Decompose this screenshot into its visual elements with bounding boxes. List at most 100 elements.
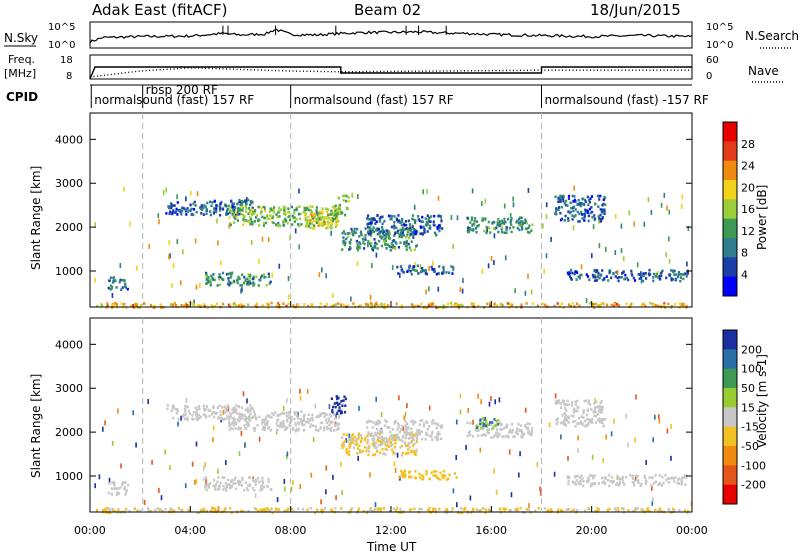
echo-cell bbox=[408, 236, 411, 240]
echo-cell bbox=[220, 417, 223, 421]
echo-cell bbox=[603, 209, 606, 213]
echo-cell bbox=[325, 418, 328, 422]
echo-cell bbox=[384, 443, 387, 446]
echo-cell bbox=[279, 224, 282, 228]
echo-cell bbox=[451, 272, 454, 275]
echo-cell bbox=[325, 413, 328, 416]
echo-cell bbox=[330, 230, 332, 236]
echo-cell bbox=[543, 268, 545, 274]
echo-cell bbox=[357, 509, 360, 512]
echo-cell bbox=[518, 228, 521, 232]
echo-cell bbox=[616, 276, 619, 280]
echo-cell bbox=[408, 223, 411, 226]
echo-cell bbox=[236, 281, 239, 285]
echo-cell bbox=[648, 268, 651, 272]
echo-cell bbox=[246, 410, 249, 413]
echo-cell bbox=[224, 482, 227, 485]
echo-cell bbox=[424, 217, 427, 220]
echo-cell bbox=[469, 495, 472, 501]
echo-cell bbox=[221, 277, 224, 281]
echo-cell bbox=[281, 421, 284, 425]
echo-cell bbox=[566, 419, 569, 422]
echo-cell bbox=[196, 511, 199, 514]
echo-cell bbox=[274, 411, 277, 414]
echo-cell bbox=[236, 278, 239, 281]
echo-cell bbox=[231, 203, 234, 207]
echo-cell bbox=[563, 402, 566, 405]
echo-cell bbox=[248, 423, 251, 426]
echo-cell bbox=[261, 419, 264, 422]
echo-cell bbox=[413, 248, 416, 251]
echo-cell bbox=[194, 204, 197, 207]
echo-cell bbox=[231, 421, 234, 424]
echo-cell bbox=[442, 469, 445, 473]
echo-cell bbox=[240, 199, 243, 203]
echo-cell bbox=[365, 449, 368, 453]
echo-cell bbox=[300, 223, 303, 226]
echo-cell bbox=[310, 211, 313, 214]
echo-cell bbox=[212, 507, 216, 510]
echo-cell bbox=[292, 509, 295, 513]
echo-cell bbox=[239, 209, 242, 212]
echo-cell bbox=[221, 271, 225, 275]
echo-cell bbox=[242, 213, 245, 217]
echo-cell bbox=[645, 277, 648, 280]
echo-cell bbox=[600, 273, 603, 277]
echo-cell bbox=[375, 446, 378, 449]
echo-cell bbox=[154, 508, 157, 512]
echo-cell bbox=[109, 276, 112, 280]
echo-cell bbox=[646, 507, 650, 510]
echo-cell bbox=[418, 507, 421, 511]
echo-cell bbox=[412, 265, 415, 268]
echo-cell bbox=[272, 215, 275, 218]
echo-cell bbox=[495, 424, 498, 427]
echo-cell bbox=[630, 302, 633, 306]
echo-cell bbox=[170, 206, 173, 209]
echo-cell bbox=[348, 245, 352, 249]
echo-cell bbox=[418, 423, 421, 427]
echo-cell bbox=[246, 487, 249, 490]
echo-cell bbox=[438, 225, 441, 229]
echo-cell bbox=[401, 424, 404, 428]
echo-cell bbox=[360, 233, 363, 237]
echo-cell bbox=[673, 269, 676, 273]
echo-cell bbox=[531, 427, 534, 430]
echo-cell bbox=[196, 418, 199, 422]
echo-cell bbox=[205, 275, 208, 278]
echo-cell bbox=[244, 205, 247, 208]
echo-cell bbox=[518, 218, 521, 221]
echo-cell bbox=[195, 478, 198, 484]
echo-cell bbox=[599, 218, 602, 221]
echo-cell bbox=[320, 218, 323, 221]
echo-cell bbox=[391, 428, 394, 431]
echo-cell bbox=[232, 207, 235, 211]
echo-cell bbox=[479, 447, 482, 453]
echo-cell bbox=[260, 274, 263, 278]
echo-cell bbox=[494, 399, 496, 405]
echo-cell bbox=[498, 397, 501, 403]
echo-cell bbox=[230, 273, 233, 277]
echo-cell bbox=[497, 423, 500, 426]
echo-cell bbox=[323, 215, 327, 219]
echo-cell bbox=[429, 224, 432, 228]
echo-cell bbox=[399, 231, 402, 234]
echo-cell bbox=[307, 413, 310, 416]
echo-cell bbox=[287, 276, 290, 281]
echo-cell bbox=[389, 232, 392, 235]
echo-cell bbox=[195, 412, 199, 415]
echo-cell bbox=[559, 200, 562, 203]
echo-cell bbox=[304, 218, 307, 222]
echo-cell bbox=[422, 189, 424, 195]
echo-cell bbox=[273, 206, 276, 209]
echo-cell bbox=[556, 420, 559, 424]
echo-cell bbox=[404, 420, 407, 423]
y-tick-label: 1000 bbox=[55, 265, 83, 278]
echo-cell bbox=[394, 247, 397, 250]
echo-cell bbox=[394, 231, 397, 234]
echo-cell bbox=[342, 441, 345, 445]
echo-cell bbox=[403, 228, 406, 232]
echo-cell bbox=[238, 451, 241, 456]
echo-cell bbox=[246, 197, 248, 202]
echo-cell bbox=[415, 448, 418, 452]
